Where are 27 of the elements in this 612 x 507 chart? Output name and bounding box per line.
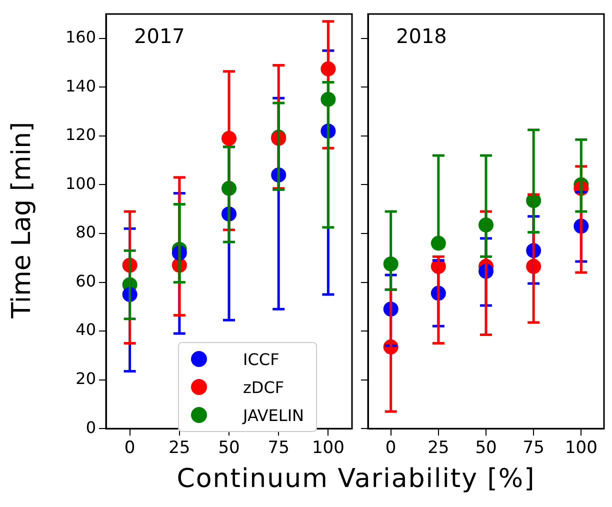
y-tick-label: 140	[65, 76, 96, 96]
x-tick-label: 100	[564, 438, 598, 458]
x-tick-label: 0	[124, 438, 136, 458]
legend: ICCF zDCF JAVELIN	[178, 342, 318, 432]
legend-label: JAVELIN	[243, 406, 304, 424]
x-tick-label: 75	[522, 438, 544, 458]
y-tick-label: 60	[76, 271, 96, 290]
x-tick-label: 25	[168, 438, 190, 458]
y-axis-title: Time Lag [min]	[7, 122, 37, 318]
y-tick-label: 160	[65, 28, 96, 47]
y-tick-label: 80	[76, 222, 96, 242]
annotation: 2017	[134, 24, 185, 48]
x-tick-label: 25	[428, 438, 450, 458]
y-tick-label: 40	[76, 320, 96, 340]
x-tick-label: 50	[218, 438, 240, 458]
x-tick-label: 0	[385, 438, 396, 458]
y-tick-label: 20	[76, 368, 96, 388]
annotation: 2018	[396, 24, 447, 48]
x-axis-title: Continuum Variability [%]	[176, 464, 536, 494]
legend-label: ICCF	[243, 350, 280, 368]
y-tick-label: 120	[65, 125, 96, 144]
y-tick-label: 0	[86, 418, 96, 437]
legend-label: zDCF	[243, 378, 284, 396]
x-tick-label: 75	[268, 438, 290, 458]
x-tick-label: 50	[475, 438, 497, 458]
y-tick-label: 100	[65, 174, 96, 193]
x-tick-label: 100	[312, 438, 344, 458]
